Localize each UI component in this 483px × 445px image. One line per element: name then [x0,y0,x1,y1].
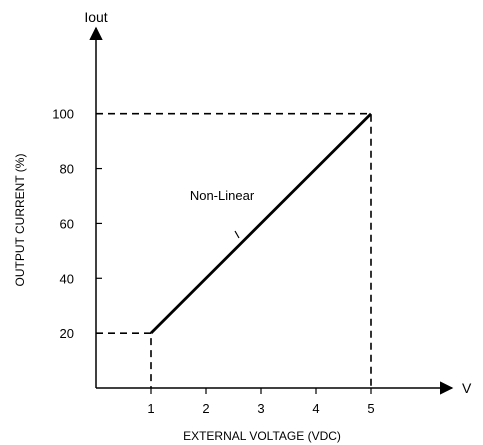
y-tick-label: 60 [60,216,74,231]
y-ticks: 20 40 60 80 100 [52,107,102,341]
y-axis-label: OUTPUT CURRENT (%) [13,154,27,287]
reference-line-2 [96,112,372,388]
annotation-label: Non-Linear [190,188,255,203]
reference-line-1 [96,332,152,388]
x-tick-label: 1 [147,401,154,416]
x-tick-label: 4 [312,401,319,416]
y-tick-label: 20 [60,326,74,341]
series-line-1 [150,112,372,335]
x-tick-label: 5 [367,401,374,416]
annotation-marker [234,230,240,239]
x-tick-label: 2 [202,401,209,416]
y-axis-symbol: Iout [84,9,107,25]
x-ticks: 1 2 3 4 5 [147,388,375,416]
x-axis-symbol: V [462,380,472,396]
x-tick-label: 3 [257,401,264,416]
y-tick-label: 100 [52,107,74,122]
y-tick-label: 40 [60,271,74,286]
x-axis-label: EXTERNAL VOLTAGE (VDC) [183,429,341,443]
series [150,112,372,335]
y-tick-label: 80 [60,162,74,177]
